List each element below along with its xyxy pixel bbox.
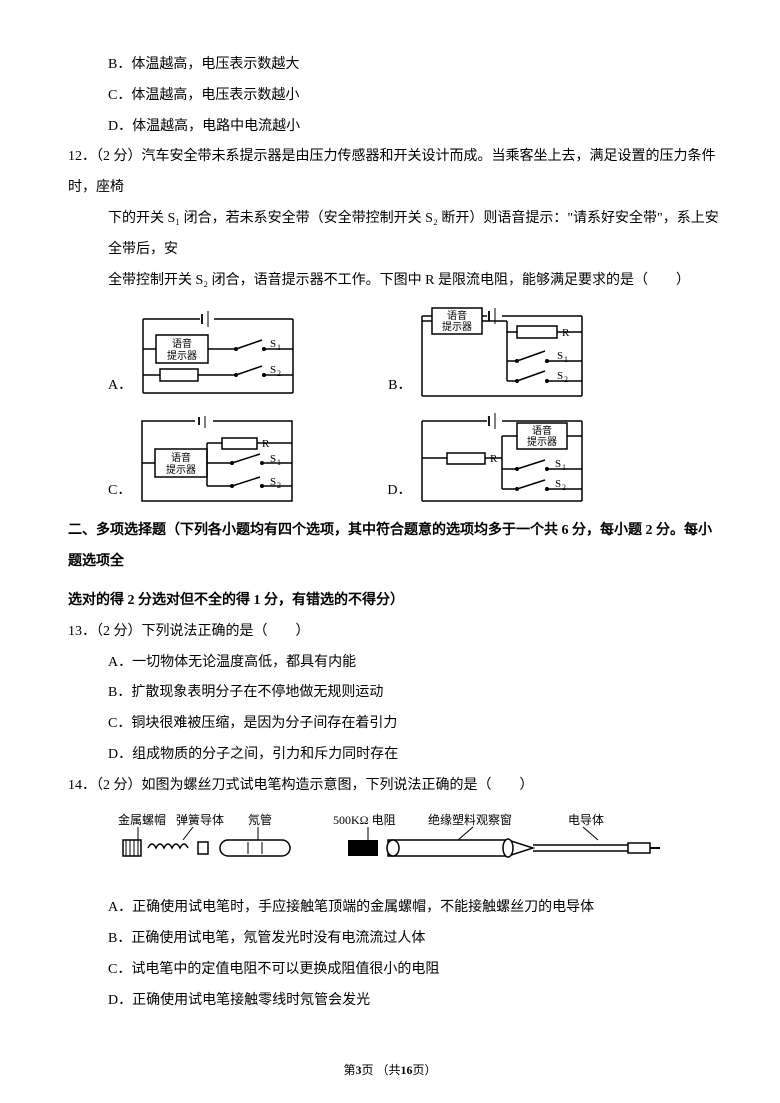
q12-circuit-d-wrap: D． 语音 提示器 R S1 [387, 411, 587, 506]
svg-text:S: S [270, 338, 276, 350]
q13-opt-d: D．组成物质的分子之间，引力和斥力同时存在 [60, 740, 720, 771]
q14-opt-b: B．正确使用试电笔，氖管发光时没有电流流过人体 [60, 924, 720, 955]
circuit-d-icon: 语音 提示器 R S1 S2 [417, 411, 587, 506]
svg-text:S: S [557, 350, 563, 362]
svg-text:1: 1 [277, 458, 281, 467]
svg-text:氖管: 氖管 [248, 812, 272, 827]
svg-text:语音: 语音 [532, 424, 552, 437]
q12-label-a: A． [108, 371, 132, 402]
q13-opt-a: A．一切物体无论温度高低，都具有内能 [60, 648, 720, 679]
svg-text:S: S [270, 476, 276, 488]
footer-mid: 页 （共 [361, 1063, 400, 1077]
q11-option-b: B．体温越高，电压表示数越大 [60, 50, 720, 81]
svg-text:S: S [555, 458, 561, 470]
q12-circuits-row1: A． 语音 提示器 S1 S2 B． [60, 306, 720, 401]
q12-circuits-row2: C． 语音 提示器 R S1 [60, 411, 720, 506]
q12-label-d: D． [387, 476, 411, 507]
q12-label-c: C． [108, 476, 131, 507]
svg-text:S: S [270, 453, 276, 465]
q12-circuit-c-wrap: C． 语音 提示器 R S1 [108, 416, 297, 506]
section2-header-1: 二、多项选择题（下列各小题均有四个选项，其中符合题意的选项均多于一个共 6 分，… [60, 516, 720, 578]
circuit-a-icon: 语音 提示器 S1 S2 [138, 311, 298, 401]
q14-opt-a: A．正确使用试电笔时，手应接触笔顶端的金属螺帽，不能接触螺丝刀的电导体 [60, 893, 720, 924]
q11-option-d: D．体温越高，电路中电流越小 [60, 112, 720, 143]
q12-stem-1: 12．（2 分）汽车安全带未系提示器是由压力传感器和开关设计而成。当乘客坐上去，… [60, 142, 720, 204]
q14-stem: 14．（2 分）如图为螺丝刀式试电笔构造示意图，下列说法正确的是（ ） [60, 771, 720, 802]
circuit-c-icon: 语音 提示器 R S1 S2 [137, 416, 297, 506]
svg-text:2: 2 [562, 483, 566, 492]
svg-text:语音: 语音 [447, 309, 467, 322]
q12-stem-2: 下的开关 S₁ 闭合，若未系安全带（安全带控制开关 S₂ 断开）则语音提示："请… [60, 204, 720, 266]
section2-header-2: 选对的得 2 分选对但不全的得 1 分，有错选的不得分） [60, 586, 720, 617]
svg-text:500KΩ 电阻: 500KΩ 电阻 [333, 813, 396, 827]
svg-text:绝缘塑料观察窗: 绝缘塑料观察窗 [428, 812, 512, 827]
svg-text:S: S [555, 478, 561, 490]
footer-pre: 第 [343, 1063, 355, 1077]
svg-text:2: 2 [277, 369, 281, 378]
q14-opt-d: D．正确使用试电笔接触零线时氖管会发光 [60, 986, 720, 1017]
svg-text:弹簧导体: 弹簧导体 [176, 812, 224, 827]
q13-opt-c: C．铜块很难被压缩，是因为分子间存在着引力 [60, 709, 720, 740]
svg-text:1: 1 [564, 355, 568, 364]
svg-text:提示器: 提示器 [527, 436, 557, 448]
q14-diagram: 金属螺帽 弹簧导体 氖管 500KΩ 电阻 绝缘塑料观察窗 电导体 [60, 812, 720, 880]
q11-option-c: C．体温越高，电压表示数越小 [60, 81, 720, 112]
svg-text:R: R [262, 438, 270, 450]
circuit-b-icon: 语音 提示器 R S1 S2 [417, 306, 587, 401]
svg-text:R: R [490, 453, 498, 465]
svg-text:2: 2 [564, 375, 568, 384]
footer-total: 16 [401, 1063, 413, 1077]
q13-opt-b: B．扩散现象表明分子在不停地做无规则运动 [60, 678, 720, 709]
svg-text:提示器: 提示器 [166, 464, 196, 476]
svg-text:1: 1 [562, 463, 566, 472]
footer-post: 页） [413, 1063, 437, 1077]
test-pen-icon: 金属螺帽 弹簧导体 氖管 500KΩ 电阻 绝缘塑料观察窗 电导体 [108, 812, 668, 867]
svg-text:S: S [270, 364, 276, 376]
q12-label-b: B． [388, 371, 411, 402]
q13-stem: 13．（2 分）下列说法正确的是（ ） [60, 617, 720, 648]
svg-text:语音: 语音 [172, 337, 192, 350]
q14-opt-c: C．试电笔中的定值电阻不可以更换成阻值很小的电阻 [60, 955, 720, 986]
svg-text:语音: 语音 [171, 451, 191, 464]
svg-text:提示器: 提示器 [167, 350, 197, 362]
svg-text:2: 2 [277, 481, 281, 490]
page-footer: 第3页 （共16页） [0, 1057, 780, 1083]
svg-text:金属螺帽: 金属螺帽 [118, 812, 166, 827]
svg-text:S: S [557, 370, 563, 382]
q12-circuit-b-wrap: B． 语音 提示器 R S1 [388, 306, 587, 401]
q12-circuit-a-wrap: A． 语音 提示器 S1 S2 [108, 311, 298, 401]
svg-text:R: R [562, 327, 570, 339]
svg-text:电导体: 电导体 [568, 813, 604, 827]
svg-text:提示器: 提示器 [442, 321, 472, 333]
q12-stem-3: 全带控制开关 S₂ 闭合，语音提示器不工作。下图中 R 是限流电阻，能够满足要求… [60, 266, 720, 297]
svg-text:1: 1 [277, 343, 281, 352]
